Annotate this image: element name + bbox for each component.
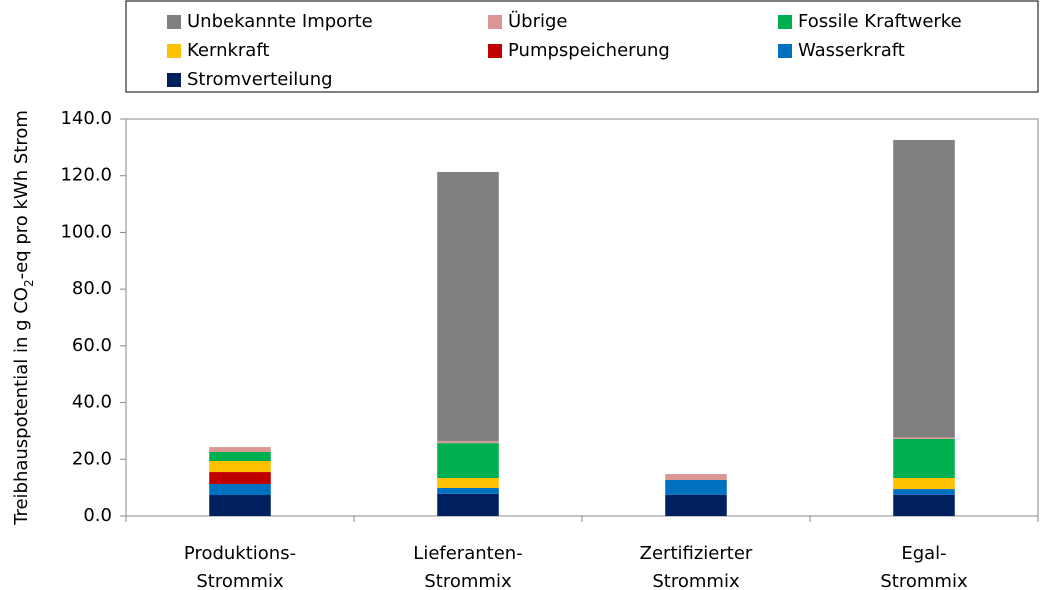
y-axis-label-part: 2: [22, 279, 36, 287]
bar-segment: [893, 478, 955, 490]
y-axis-label-part: -eq pro kWh Strom: [11, 110, 32, 279]
legend-swatch: [167, 73, 181, 87]
y-tick-label: 100.0: [60, 221, 112, 242]
legend-label: Pumpspeicherung: [508, 40, 670, 61]
bar-segment: [437, 172, 499, 442]
legend-box: [125, 0, 1039, 93]
legend-swatch: [167, 15, 181, 29]
bar-segment: [893, 489, 955, 495]
x-tick-label: Strommix: [652, 571, 740, 590]
y-tick-label: 20.0: [72, 448, 112, 469]
bar-segment: [437, 443, 499, 479]
legend-swatch: [488, 15, 502, 29]
bar-segment: [893, 494, 955, 516]
x-tick-label: Zertifizierter: [640, 543, 753, 564]
legend-label: Unbekannte Importe: [187, 11, 373, 32]
legend-swatch: [778, 44, 792, 58]
bar-segment: [437, 493, 499, 516]
y-axis-label: Treibhauspotential in g CO2-eq pro kWh S…: [11, 110, 36, 526]
legend-label: Übrige: [508, 10, 568, 32]
x-tick-label: Strommix: [424, 571, 512, 590]
y-axis-label-part: Treibhauspotential in g CO: [11, 287, 32, 526]
bar-segment: [893, 139, 955, 438]
legend-label: Stromverteilung: [187, 69, 333, 90]
bar-segment: [209, 495, 271, 516]
bar-segment: [209, 460, 271, 473]
bar-segment: [437, 478, 499, 488]
legend-label: Kernkraft: [187, 40, 269, 61]
bar-segment: [209, 447, 271, 452]
y-tick-label: 40.0: [72, 392, 112, 413]
bar-segment: [665, 479, 727, 495]
bar-segment: [437, 441, 499, 444]
y-tick-label: 0.0: [83, 505, 112, 526]
bar-segment: [665, 474, 727, 480]
y-tick-label: 60.0: [72, 335, 112, 356]
y-tick-label: 140.0: [60, 108, 112, 129]
legend-swatch: [488, 44, 502, 58]
x-tick-label: Egal-: [901, 543, 946, 564]
legend-label: Fossile Kraftwerke: [798, 11, 962, 32]
legend-swatch: [167, 44, 181, 58]
x-tick-label: Lieferanten-: [413, 543, 522, 564]
bar-segment: [893, 437, 955, 439]
x-tick-label: Strommix: [880, 571, 968, 590]
y-tick-label: 120.0: [60, 165, 112, 186]
y-tick-label: 80.0: [72, 278, 112, 299]
bar-segment: [437, 487, 499, 494]
x-tick-label: Produktions-: [184, 543, 296, 564]
bar-segment: [209, 472, 271, 484]
legend-label: Wasserkraft: [798, 40, 905, 61]
bar-segment: [209, 451, 271, 461]
legend-swatch: [778, 15, 792, 29]
bar-segment: [209, 483, 271, 496]
bar-segment: [893, 438, 955, 479]
bar-segment: [665, 494, 727, 516]
x-tick-label: Strommix: [196, 571, 284, 590]
